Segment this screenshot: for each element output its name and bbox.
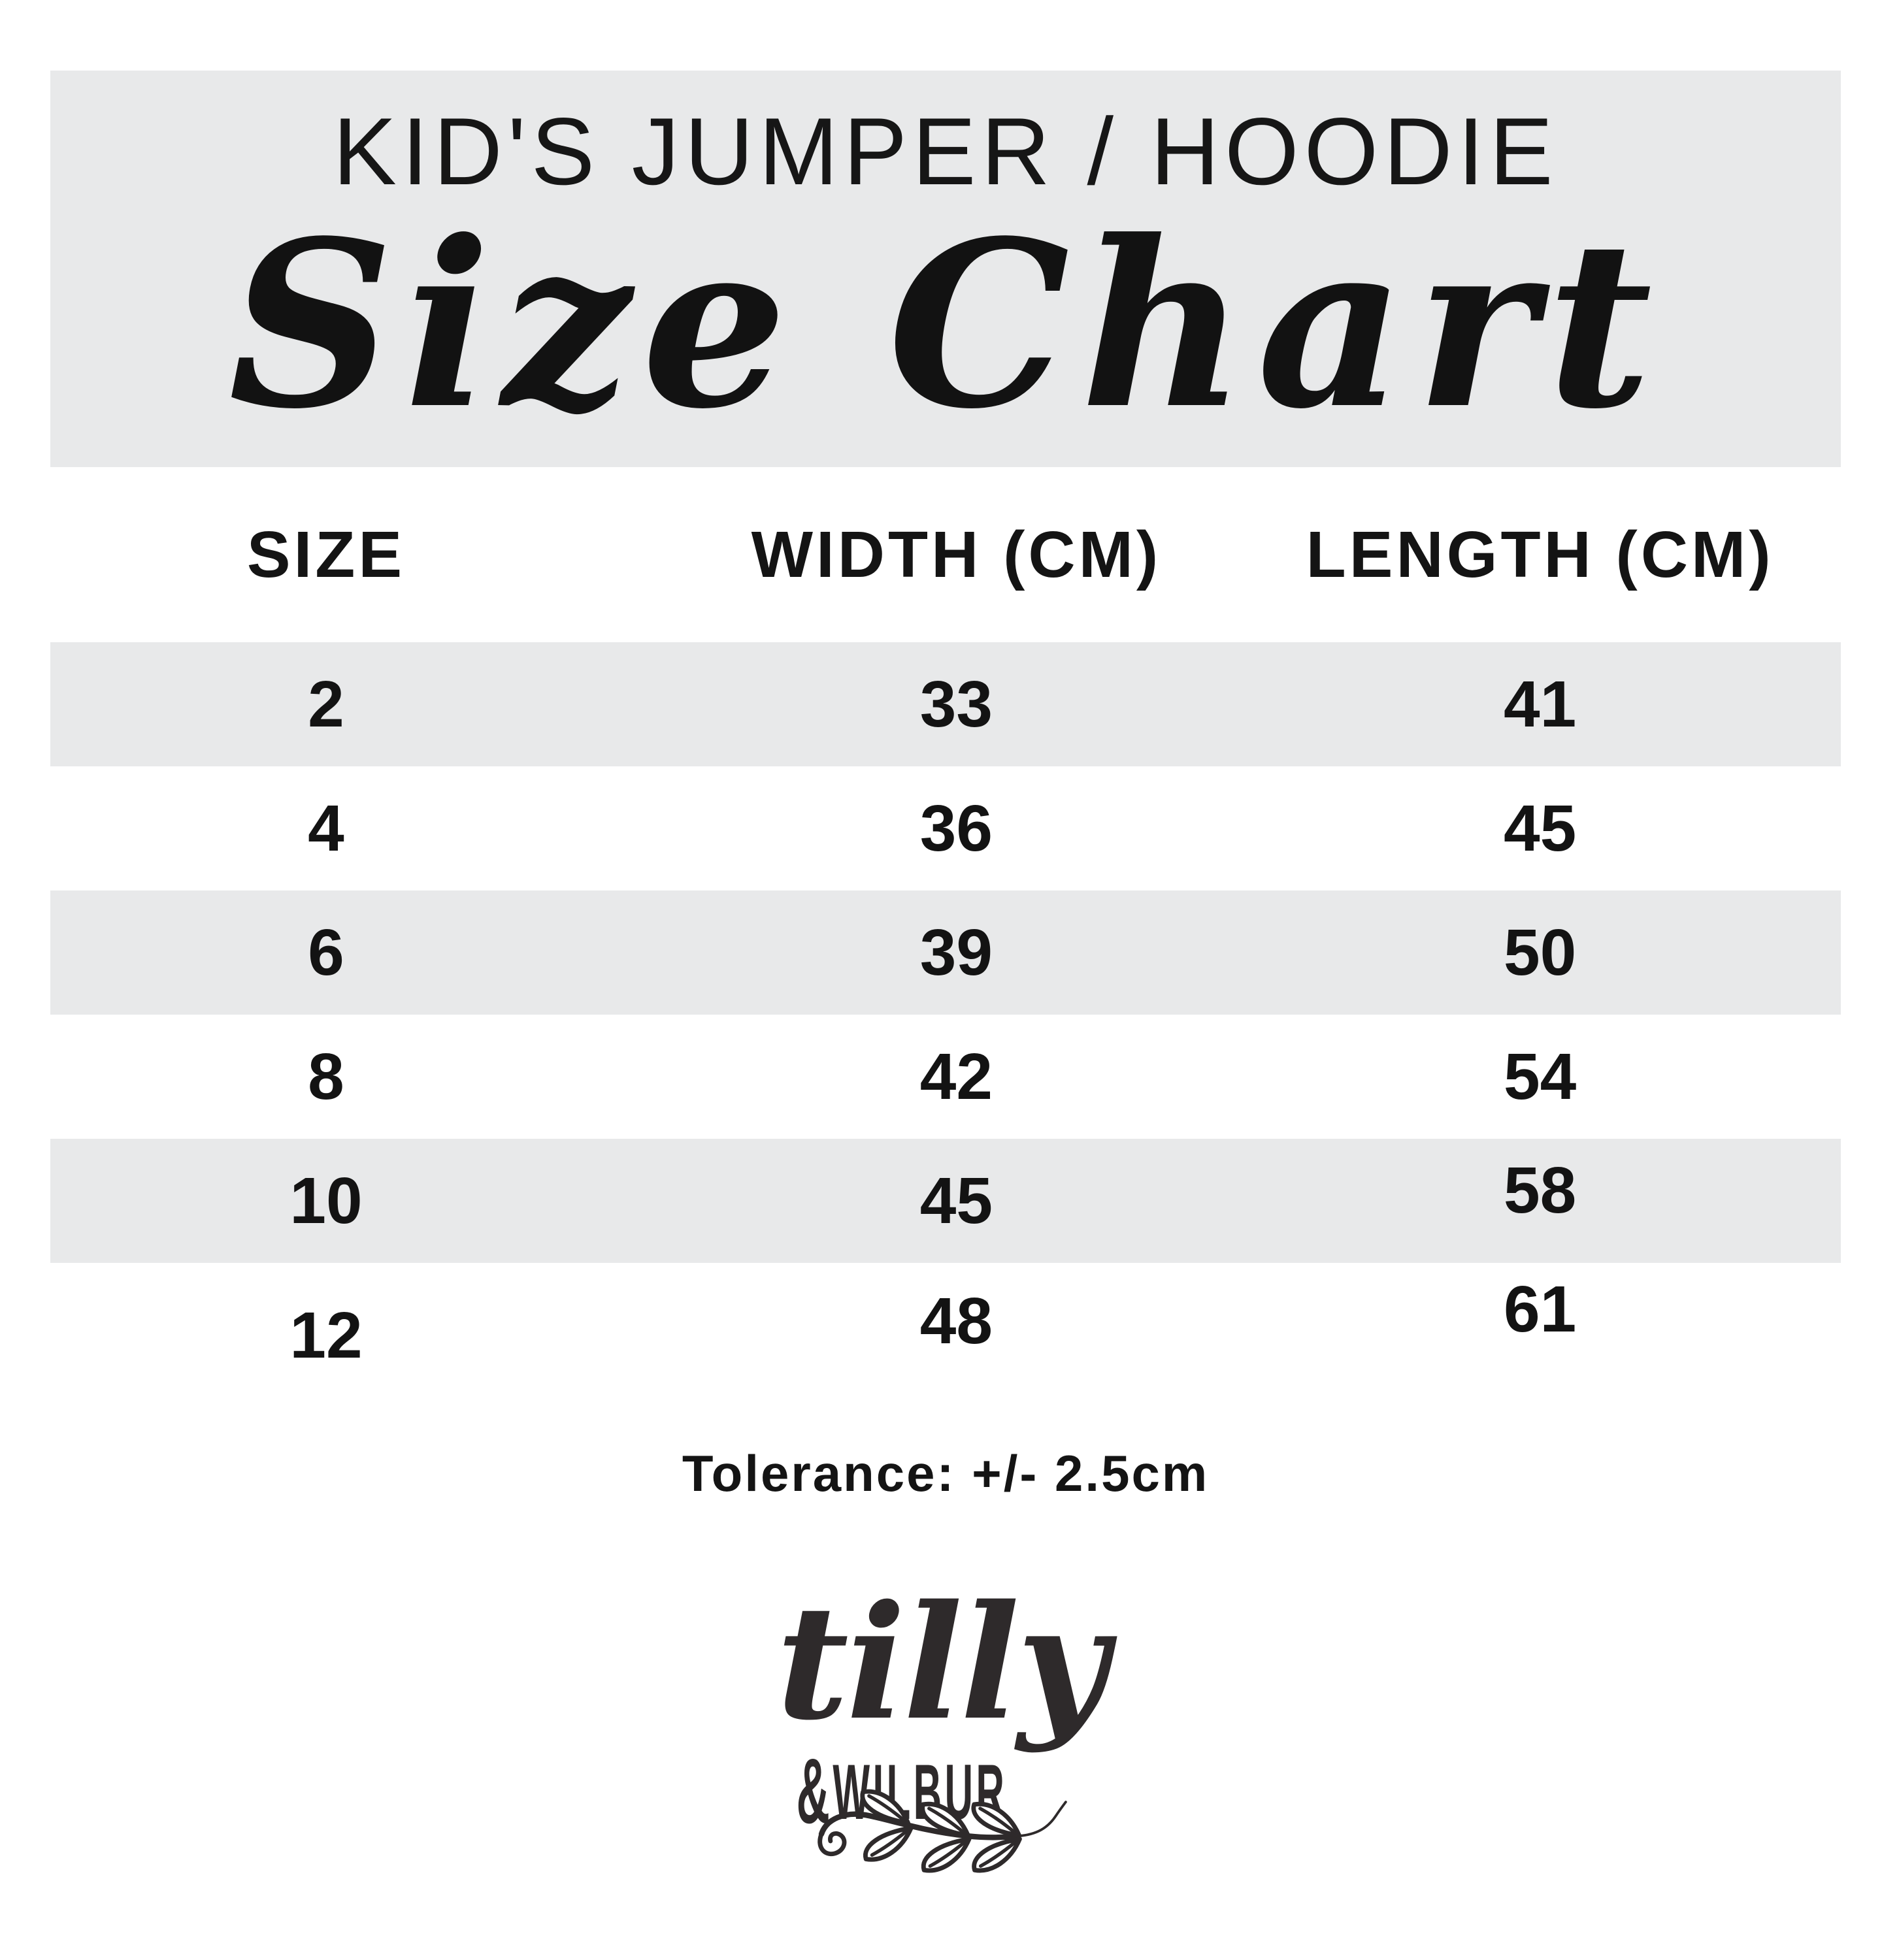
size-cell: 4 [308,791,344,865]
product-category-title: KID'S JUMPER / HOODIE [333,98,1559,205]
length-cell: 45 [1504,791,1577,865]
size-cell: 6 [308,915,344,989]
width-cell: 36 [919,791,993,865]
column-header-length: LENGTH (CM) [1306,517,1774,591]
table-row: 2 33 41 [50,642,1841,766]
table-row: 10 45 58 [50,1139,1841,1263]
size-table: 2 33 41 4 36 45 6 39 50 8 42 54 10 45 58… [50,642,1841,1387]
size-chart-title: Size Chart [228,190,1663,460]
width-cell: 48 [919,1284,993,1358]
length-cell: 54 [1504,1039,1577,1113]
logo-ampersand: & [796,1740,833,1843]
width-cell: 33 [919,667,993,741]
laurel-branch-icon [817,1785,1067,1920]
table-row: 8 42 54 [50,1015,1841,1139]
size-cell: 12 [289,1298,363,1372]
column-header-size: SIZE [246,517,406,591]
logo-wordmark: tilly [776,1571,1108,1755]
width-cell: 39 [919,915,993,989]
column-header-row: SIZE WIDTH (CM) LENGTH (CM) [50,467,1841,642]
table-row: 6 39 50 [50,890,1841,1015]
column-header-width: WIDTH (CM) [751,517,1162,591]
table-row: 4 36 45 [50,766,1841,890]
header-banner: KID'S JUMPER / HOODIE Size Chart [50,71,1841,467]
length-cell: 58 [1504,1153,1577,1227]
length-cell: 50 [1504,915,1577,989]
tolerance-note: Tolerance: +/- 2.5cm [682,1445,1210,1502]
size-cell: 2 [308,667,344,741]
width-cell: 45 [919,1164,993,1237]
length-cell: 61 [1504,1272,1577,1346]
length-cell: 41 [1504,667,1577,741]
width-cell: 42 [919,1039,993,1113]
size-cell: 8 [308,1039,344,1113]
table-row: 12 48 61 [50,1263,1841,1387]
size-cell: 10 [289,1164,363,1237]
